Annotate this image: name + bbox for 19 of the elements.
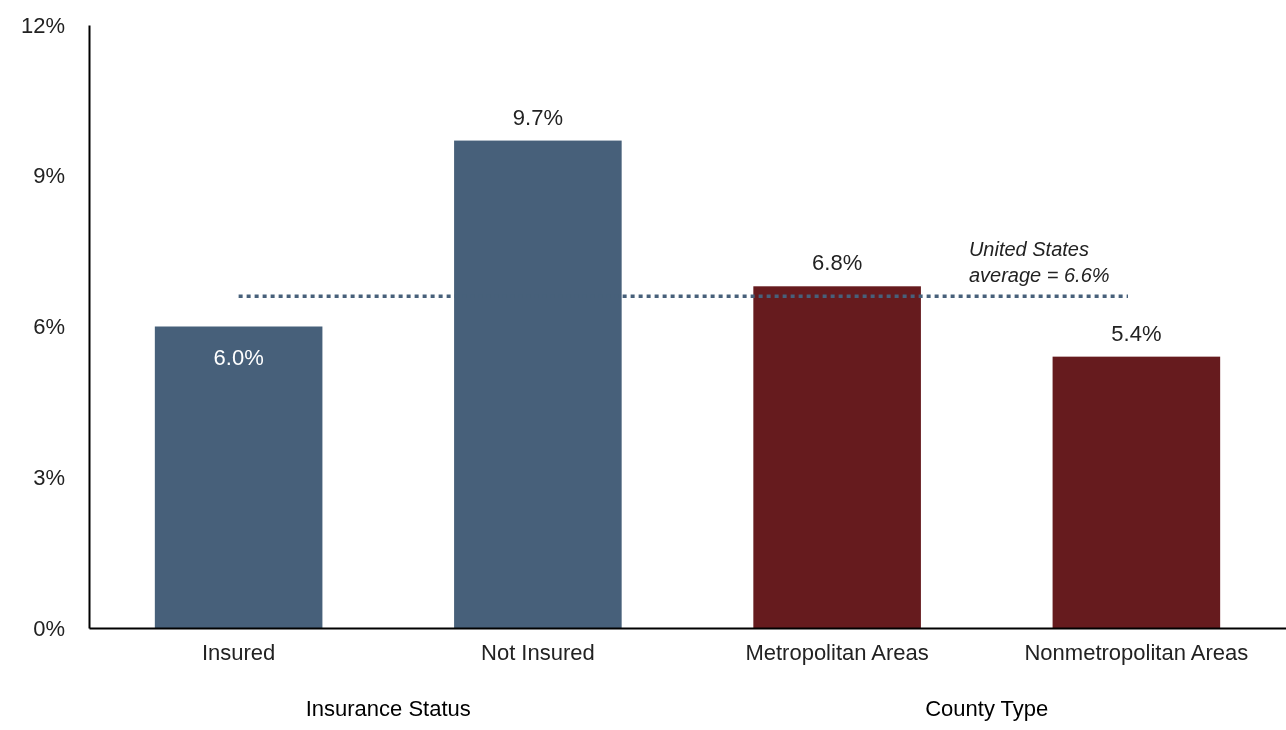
data-label: 6.0% [213, 344, 264, 370]
x-tick-label: Not Insured [481, 639, 595, 665]
text: Insurance Status [305, 696, 471, 721]
y-tick-label: 12% [20, 12, 65, 38]
x-tick-label: Metropolitan Areas [745, 639, 929, 665]
y-tick-label: 9% [33, 163, 65, 189]
data-label: 9.7% [512, 104, 563, 130]
data-label: 5.4% [1111, 320, 1162, 346]
y-tick-label: 6% [33, 314, 65, 340]
text: County Type [925, 696, 1049, 721]
x-tick-label: Insured [201, 639, 276, 665]
bar [1052, 356, 1221, 628]
bar [154, 326, 323, 628]
y-tick-label: 3% [33, 464, 65, 490]
y-tick-label: 0% [33, 615, 65, 641]
bar [753, 286, 921, 628]
data-label: 6.8% [812, 250, 863, 276]
ref-line-label: United States average = 6.6% [968, 238, 1110, 287]
x-tick-label: Nonmetropolitan Areas [1024, 639, 1249, 665]
